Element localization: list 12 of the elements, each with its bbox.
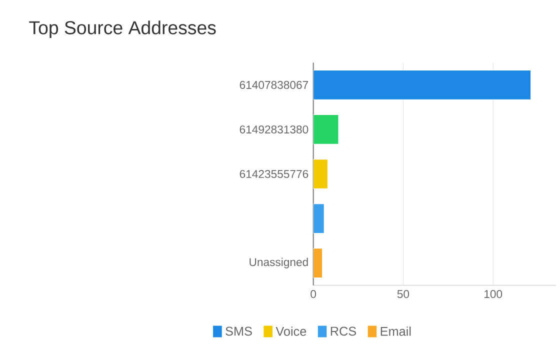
legend-label: Email xyxy=(380,326,411,336)
y-tick-label: 61492831380 xyxy=(240,125,308,134)
y-tick-label: Unassigned xyxy=(250,258,308,268)
x-tick-label: 100 xyxy=(484,290,502,298)
legend-label: SMS xyxy=(226,326,252,336)
legend-label: Voice xyxy=(276,326,306,336)
legend-label: RCS xyxy=(330,326,356,336)
y-tick-label: 61407838067 xyxy=(240,80,308,89)
text: Top Source Addresses xyxy=(29,20,216,38)
x-tick-label: 50 xyxy=(397,290,410,298)
x-tick-label: 0 xyxy=(310,290,316,298)
y-tick-label: 61423555776 xyxy=(240,170,308,178)
